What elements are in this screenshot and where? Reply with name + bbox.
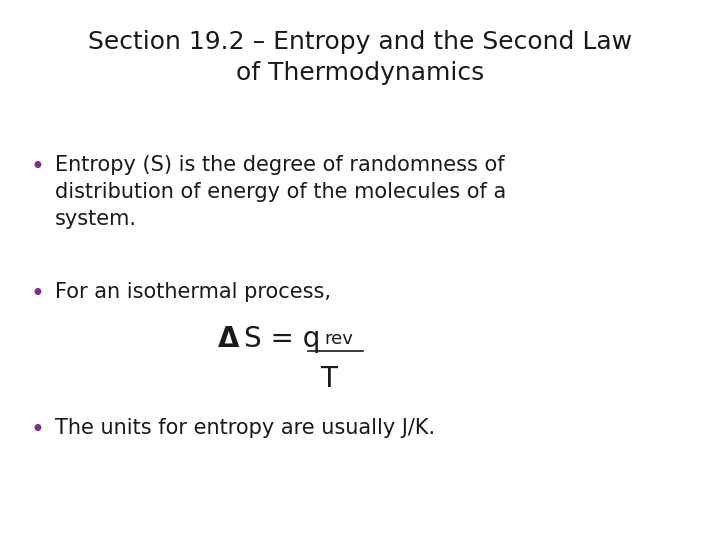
- Text: Section 19.2 – Entropy and the Second Law
of Thermodynamics: Section 19.2 – Entropy and the Second La…: [88, 30, 632, 85]
- Text: rev: rev: [324, 330, 353, 348]
- Text: For an isothermal process,: For an isothermal process,: [55, 282, 331, 302]
- Text: S = q: S = q: [244, 325, 320, 353]
- Text: T: T: [320, 365, 337, 393]
- Text: Entropy (S) is the degree of randomness of
distribution of energy of the molecul: Entropy (S) is the degree of randomness …: [55, 155, 506, 230]
- Text: •: •: [30, 418, 44, 442]
- Text: •: •: [30, 155, 44, 179]
- Text: Δ: Δ: [218, 325, 240, 353]
- Text: The units for entropy are usually J/K.: The units for entropy are usually J/K.: [55, 418, 435, 438]
- Text: •: •: [30, 282, 44, 306]
